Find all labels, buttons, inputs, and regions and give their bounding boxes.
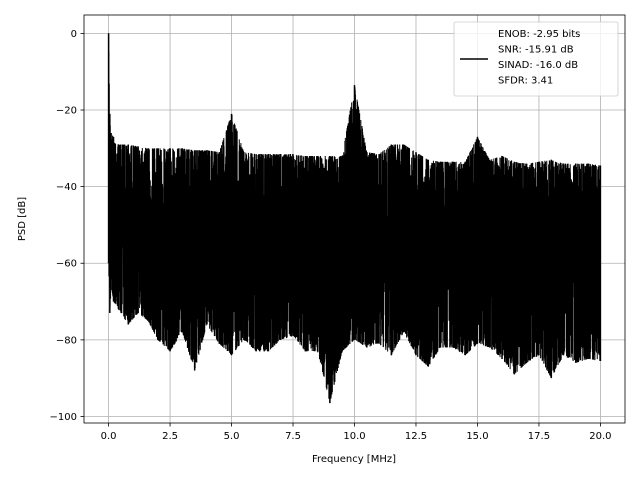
y-tick-label: −80 xyxy=(56,335,77,346)
x-tick-label: 0.0 xyxy=(101,431,117,442)
x-tick-label: 5.0 xyxy=(224,431,240,442)
legend-line-text: SFDR: 3.41 xyxy=(498,76,553,87)
y-tick-label: −40 xyxy=(56,182,77,193)
x-tick-label: 10.0 xyxy=(343,431,365,442)
legend-line-text: SINAD: -16.0 dB xyxy=(498,60,578,71)
legend-line-text: SNR: -15.91 dB xyxy=(498,45,574,56)
legend-line-text: ENOB: -2.95 bits xyxy=(498,29,580,40)
y-axis-ticks: 0 −20 −40 −60 −80 −100 xyxy=(50,29,84,423)
y-tick-label: −20 xyxy=(56,106,77,117)
y-tick-label: −100 xyxy=(50,412,77,423)
x-tick-label: 12.5 xyxy=(405,431,427,442)
x-tick-label: 7.5 xyxy=(285,431,301,442)
legend-entry-label: ENOB: -2.95 bits SNR: -15.91 dB SINAD: -16… xyxy=(498,29,580,87)
y-tick-label: 0 xyxy=(71,29,77,40)
x-tick-label: 17.5 xyxy=(528,431,550,442)
x-tick-label: 2.5 xyxy=(162,431,178,442)
x-axis-ticks: 0.0 2.5 5.0 7.5 10.0 12.5 15.0 17.5 20.0 xyxy=(101,423,612,442)
x-tick-label: 20.0 xyxy=(589,431,611,442)
series-psd xyxy=(107,33,602,404)
y-axis-label: PSD [dB] xyxy=(17,197,28,241)
x-axis-label: Frequency [MHz] xyxy=(312,454,396,465)
legend: ENOB: -2.95 bits SNR: -15.91 dB SINAD: -16… xyxy=(453,21,619,97)
y-tick-label: −60 xyxy=(56,259,77,270)
x-tick-label: 15.0 xyxy=(466,431,488,442)
legend-box xyxy=(453,21,619,97)
